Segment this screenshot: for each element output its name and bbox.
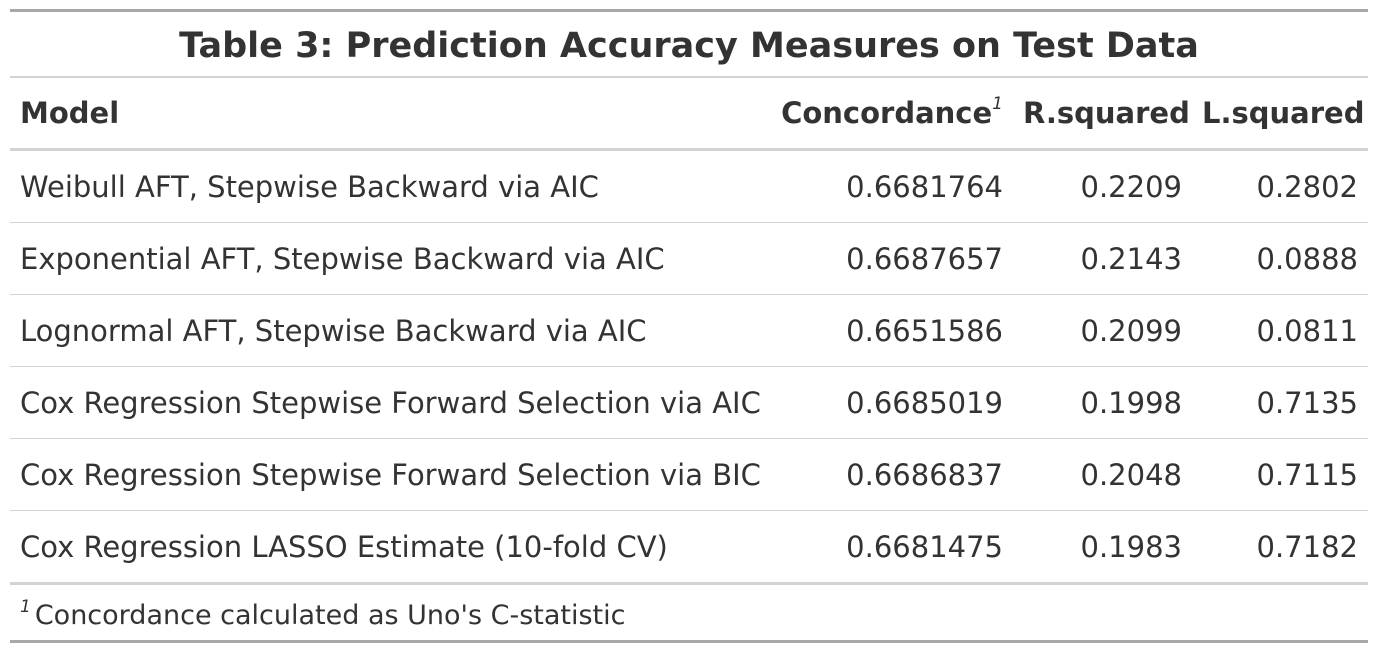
- cell-l-squared: 0.0811: [1192, 294, 1368, 367]
- cell-concordance: 0.6681475: [770, 510, 1013, 585]
- cell-l-squared: 0.0888: [1192, 222, 1368, 295]
- header-row: Model Concordance1 R.squared L.squared: [10, 78, 1368, 151]
- cell-r-squared: 0.2143: [1013, 222, 1192, 295]
- column-header-model: Model: [10, 78, 770, 151]
- footnote-mark: 1: [20, 597, 31, 617]
- cell-concordance: 0.6686837: [770, 438, 1013, 511]
- cell-l-squared: 0.2802: [1192, 149, 1368, 223]
- cell-r-squared: 0.1998: [1013, 366, 1192, 439]
- table-row: Cox Regression LASSO Estimate (10-fold C…: [10, 510, 1368, 585]
- cell-r-squared: 0.2099: [1013, 294, 1192, 367]
- cell-model: Weibull AFT, Stepwise Backward via AIC: [10, 149, 770, 223]
- cell-model: Exponential AFT, Stepwise Backward via A…: [10, 222, 770, 295]
- table-row: Lognormal AFT, Stepwise Backward via AIC…: [10, 294, 1368, 367]
- cell-concordance: 0.6685019: [770, 366, 1013, 439]
- table-row: Weibull AFT, Stepwise Backward via AIC 0…: [10, 149, 1368, 223]
- column-header-concordance: Concordance1: [770, 78, 1013, 151]
- cell-model: Cox Regression Stepwise Forward Selectio…: [10, 366, 770, 439]
- footnote-text: Concordance calculated as Uno's C-statis…: [34, 600, 626, 631]
- cell-r-squared: 0.2048: [1013, 438, 1192, 511]
- column-header-l-squared: L.squared: [1192, 78, 1368, 151]
- table-top-border: [10, 9, 1368, 12]
- cell-model: Cox Regression LASSO Estimate (10-fold C…: [10, 510, 770, 585]
- results-table: Table 3: Prediction Accuracy Measures on…: [10, 9, 1368, 643]
- table-title: Table 3: Prediction Accuracy Measures on…: [10, 12, 1368, 78]
- cell-r-squared: 0.1983: [1013, 510, 1192, 585]
- cell-l-squared: 0.7115: [1192, 438, 1368, 511]
- table-row: Cox Regression Stepwise Forward Selectio…: [10, 438, 1368, 511]
- accuracy-table: Model Concordance1 R.squared L.squared W…: [10, 78, 1368, 585]
- cell-concordance: 0.6687657: [770, 222, 1013, 295]
- column-header-r-squared: R.squared: [1013, 78, 1192, 151]
- table-row: Exponential AFT, Stepwise Backward via A…: [10, 222, 1368, 295]
- table-row: Cox Regression Stepwise Forward Selectio…: [10, 366, 1368, 439]
- cell-r-squared: 0.2209: [1013, 149, 1192, 223]
- table-footnote: 1 Concordance calculated as Uno's C-stati…: [10, 585, 1368, 643]
- cell-l-squared: 0.7135: [1192, 366, 1368, 439]
- cell-concordance: 0.6651586: [770, 294, 1013, 367]
- footnote-mark: 1: [992, 94, 1003, 114]
- cell-model: Cox Regression Stepwise Forward Selectio…: [10, 438, 770, 511]
- cell-concordance: 0.6681764: [770, 149, 1013, 223]
- cell-model: Lognormal AFT, Stepwise Backward via AIC: [10, 294, 770, 367]
- cell-l-squared: 0.7182: [1192, 510, 1368, 585]
